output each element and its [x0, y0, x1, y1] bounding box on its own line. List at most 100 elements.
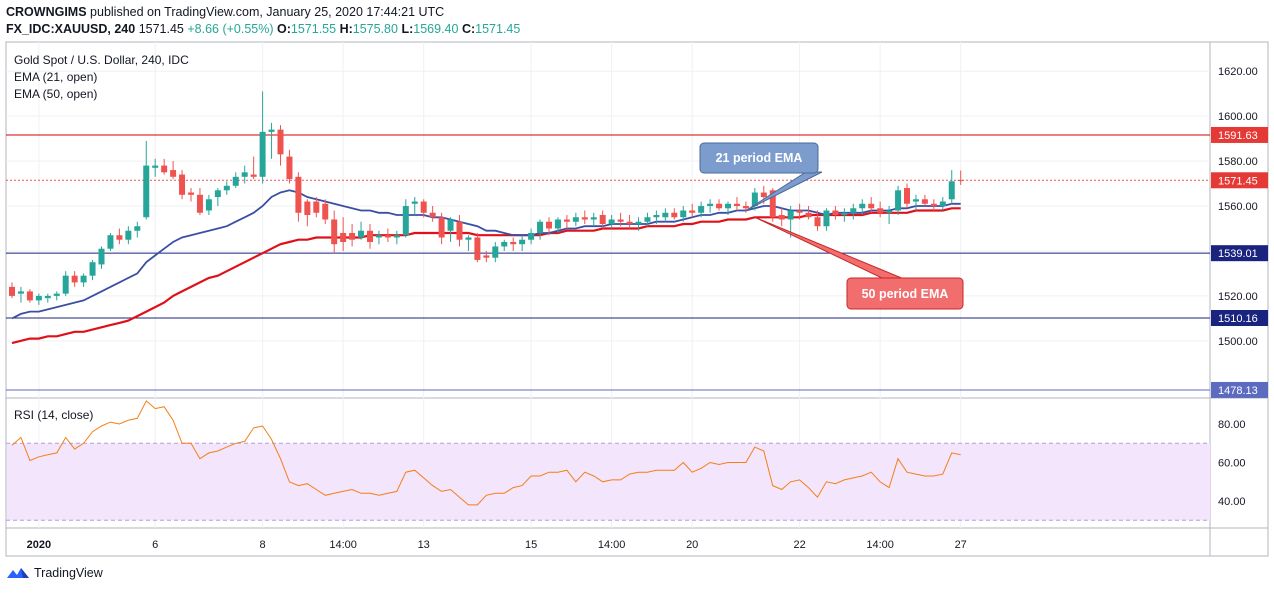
candle-bear	[349, 223, 356, 247]
candle-body	[358, 230, 365, 238]
candle-body	[796, 210, 803, 213]
level-label-bg	[1211, 381, 1268, 398]
candle-bear	[716, 199, 723, 211]
candle-bull	[680, 206, 687, 222]
candle-bear	[483, 250, 490, 263]
ema21-line	[11, 189, 961, 320]
candle-body	[599, 215, 606, 224]
candle-body	[438, 217, 445, 238]
candle-bear	[617, 212, 624, 227]
candle-bull	[358, 221, 365, 240]
level-label-bg	[1211, 126, 1268, 143]
level-label: 1539.01	[1218, 248, 1258, 260]
rsi-tick-label: 40.00	[1218, 496, 1246, 508]
candle-body	[733, 203, 740, 207]
candle-body	[152, 165, 159, 168]
candle-body	[196, 194, 203, 213]
candle-body	[868, 203, 875, 209]
candle-bull	[80, 273, 87, 287]
candle-bear	[277, 125, 284, 166]
candle-bull	[152, 158, 159, 177]
candle-bear	[814, 210, 821, 231]
candle-body	[519, 239, 526, 245]
candle-body	[456, 221, 463, 240]
candle-bear	[904, 183, 910, 209]
ema50-line	[11, 207, 961, 345]
candle-body	[161, 165, 168, 173]
candle-body	[805, 212, 812, 218]
candle-bear	[546, 217, 552, 236]
candle-body	[653, 215, 660, 218]
candle-body	[313, 201, 320, 213]
level-label-bg	[1211, 172, 1268, 189]
ema50-callout-box	[846, 277, 964, 310]
candle-bull	[17, 286, 24, 303]
candle-bear	[286, 149, 293, 184]
candle-body	[474, 237, 481, 260]
candle-body	[859, 203, 866, 209]
time-tick-label: 6	[152, 539, 158, 551]
candle-bear	[250, 156, 257, 180]
candle-bull	[232, 172, 239, 189]
candle-body	[707, 203, 714, 207]
low-label: L:	[401, 22, 414, 36]
open-label: O:	[277, 22, 291, 36]
candle-bull	[644, 212, 651, 227]
tradingview-brand[interactable]: TradingView	[6, 566, 103, 580]
candle-body	[367, 230, 373, 242]
candle-body	[393, 235, 400, 238]
time-tick-label: 2020	[27, 539, 51, 551]
candle-body	[751, 192, 758, 207]
candle-bull	[572, 212, 579, 227]
candle-bull	[107, 232, 114, 251]
candle-body	[590, 217, 597, 220]
candle-bull	[886, 206, 893, 224]
low-value: 1569.40	[413, 22, 459, 36]
time-tick-label: 20	[686, 539, 698, 551]
candle-bear	[116, 228, 123, 245]
chart-frame	[5, 41, 1269, 557]
candle-body	[277, 129, 284, 155]
candle-body	[35, 295, 42, 301]
price-tick-label: 1520.00	[1218, 291, 1258, 303]
candle-bear	[626, 215, 633, 229]
candle-bull	[537, 219, 544, 240]
candle-bull	[134, 221, 141, 238]
time-tick-label: 14:00	[329, 539, 357, 551]
candle-bull	[501, 239, 508, 251]
candle-body	[116, 235, 123, 240]
candle-body	[698, 206, 705, 213]
candle-body	[554, 219, 561, 229]
candle-bear	[877, 201, 884, 218]
candle-body	[483, 255, 490, 258]
candle-bull	[375, 230, 382, 245]
candle-body	[510, 241, 517, 245]
candle-body	[662, 212, 669, 218]
candle-bull	[698, 201, 705, 218]
high-value: 1575.80	[352, 22, 398, 36]
candle-body	[725, 203, 731, 209]
candle-bear	[456, 215, 463, 247]
candle-body	[921, 199, 928, 204]
candle-bull	[402, 199, 409, 238]
level-label: 1591.63	[1218, 130, 1258, 142]
candle-bear	[581, 210, 588, 224]
candle-bear	[671, 208, 678, 220]
rsi-line	[11, 400, 961, 506]
candle-bull	[44, 293, 51, 303]
publish-details: published on TradingView.com, January 25…	[86, 5, 445, 19]
candle-bull	[125, 226, 132, 245]
candle-bull	[823, 208, 830, 231]
candle-bear	[832, 206, 839, 220]
candle-body	[295, 176, 302, 213]
candle-body	[617, 219, 624, 222]
symbol-info: FX_IDC:XAUUSD, 240 1571.45 +8.66 (+0.55%…	[6, 22, 520, 36]
candle-bear	[868, 197, 875, 213]
candle-body	[465, 237, 472, 240]
candle-body	[89, 262, 96, 276]
candle-bear	[429, 206, 436, 222]
ema21-callout-pointer	[745, 171, 823, 211]
candle-bull	[635, 217, 642, 231]
candle-body	[626, 221, 633, 224]
